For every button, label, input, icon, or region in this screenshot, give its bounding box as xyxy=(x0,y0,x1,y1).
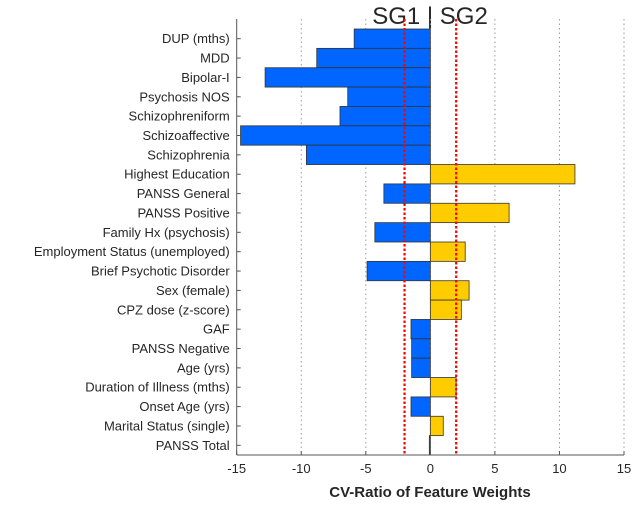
y-tick-label: MDD xyxy=(200,51,230,66)
bar-14 xyxy=(429,299,462,320)
bar-7 xyxy=(429,164,576,185)
bar-6 xyxy=(306,144,431,165)
bar-15 xyxy=(410,319,431,340)
x-tick-label: -5 xyxy=(360,461,372,476)
bar-9 xyxy=(429,202,510,224)
x-tick-label: 5 xyxy=(491,461,498,476)
y-tick-label: CPZ dose (z-score) xyxy=(117,302,230,317)
x-tick-label: 10 xyxy=(552,461,566,476)
x-tick-label: 15 xyxy=(617,461,631,476)
bar-5 xyxy=(240,125,431,146)
bar-10 xyxy=(374,222,431,243)
y-tick-label: Age (yrs) xyxy=(177,360,230,375)
y-tick-label: Duration of Illness (mths) xyxy=(85,380,230,395)
x-axis-label: CV-Ratio of Feature Weights xyxy=(329,484,530,501)
y-tick-label: PANSS Negative xyxy=(132,341,230,356)
y-tick-label: Family Hx (psychosis) xyxy=(103,225,230,240)
y-tick-label: Bipolar-I xyxy=(181,70,229,85)
y-tick-label: DUP (mths) xyxy=(162,31,230,46)
bar-20 xyxy=(429,415,444,437)
bar-13 xyxy=(429,280,470,301)
y-tick-label: Schizoaffective xyxy=(142,128,229,143)
x-tick-label: -10 xyxy=(292,461,311,476)
y-tick-label: Onset Age (yrs) xyxy=(139,399,229,414)
y-tick-label: Brief Psychotic Disorder xyxy=(91,264,230,279)
y-tick-label: PANSS Total xyxy=(156,438,230,453)
x-tick-label: 0 xyxy=(427,461,434,476)
y-tick-label: GAF xyxy=(203,322,230,337)
y-tick-label: Marital Status (single) xyxy=(104,418,230,433)
y-tick-label: Schizophrenia xyxy=(147,147,230,162)
y-tick-label: Psychosis NOS xyxy=(139,89,230,104)
y-tick-label: PANSS General xyxy=(137,186,230,201)
bar-1 xyxy=(316,47,431,69)
bar-12 xyxy=(366,260,431,282)
chart-title: SG1 | SG2 xyxy=(372,3,488,30)
bar-17 xyxy=(411,357,431,378)
bar-8 xyxy=(383,183,431,204)
y-tick-label: PANSS Positive xyxy=(137,205,229,220)
y-tick-label: Sex (female) xyxy=(156,283,230,298)
y-tick-label: Schizophreniform xyxy=(129,109,230,124)
bar-11 xyxy=(429,241,466,262)
y-tick-label: Highest Education xyxy=(124,167,230,182)
x-tick-label: -15 xyxy=(227,461,246,476)
bar-19 xyxy=(410,396,431,417)
y-tick-label: Employment Status (unemployed) xyxy=(34,244,230,259)
bar-4 xyxy=(339,106,431,127)
bar-18 xyxy=(429,377,457,398)
bar-3 xyxy=(347,86,431,107)
bar-16 xyxy=(411,338,431,359)
bar-0 xyxy=(353,28,431,49)
